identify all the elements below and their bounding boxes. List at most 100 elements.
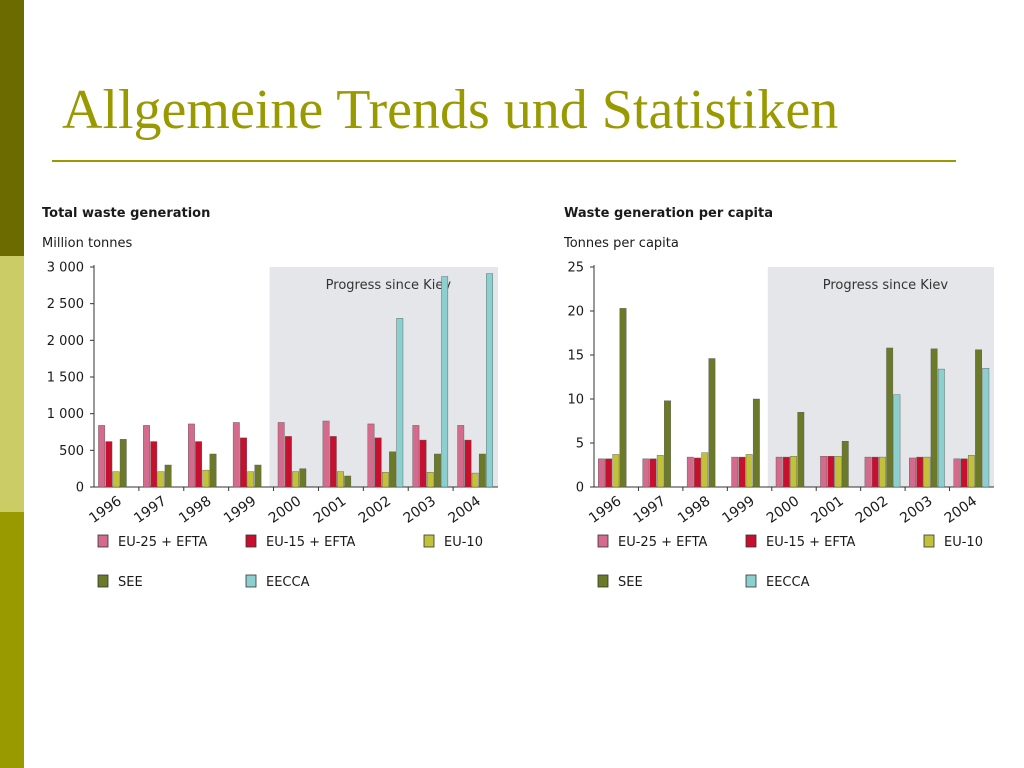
bar bbox=[381, 472, 389, 488]
annotation-label: Progress since Kiev bbox=[326, 278, 452, 293]
x-tick-label: 1999 bbox=[221, 493, 259, 527]
bar bbox=[164, 464, 172, 488]
bar bbox=[686, 456, 694, 488]
legend-label: SEE bbox=[618, 575, 643, 590]
x-tick-label: 2003 bbox=[897, 493, 935, 527]
bar bbox=[982, 367, 990, 488]
bar bbox=[775, 456, 783, 488]
y-tick-label: 0 bbox=[76, 481, 84, 496]
bar bbox=[105, 441, 113, 488]
chart-title: Total waste generation bbox=[42, 206, 210, 221]
bar bbox=[367, 423, 375, 488]
bar bbox=[292, 471, 299, 488]
legend-swatch bbox=[745, 534, 757, 548]
x-tick-label: 2001 bbox=[311, 493, 349, 527]
bar bbox=[871, 456, 879, 488]
legend-label: EU-10 bbox=[944, 535, 983, 550]
bar bbox=[457, 425, 465, 488]
bar bbox=[738, 456, 746, 488]
bar bbox=[923, 456, 931, 488]
legend-swatch bbox=[923, 534, 935, 548]
bar bbox=[967, 455, 975, 488]
legend-label: EU-25 + EFTA bbox=[618, 535, 708, 550]
highlight-region bbox=[767, 267, 994, 487]
bar bbox=[745, 454, 753, 488]
bar bbox=[464, 439, 472, 488]
x-tick-label: 2004 bbox=[445, 493, 483, 527]
x-tick-label: 2002 bbox=[356, 493, 394, 527]
legend-label: EU-15 + EFTA bbox=[266, 535, 356, 550]
bar bbox=[916, 456, 924, 488]
y-tick-label: 25 bbox=[567, 261, 584, 276]
bar bbox=[605, 458, 613, 488]
bar bbox=[960, 458, 968, 488]
bar bbox=[337, 471, 344, 488]
bar bbox=[195, 441, 203, 488]
bar bbox=[232, 422, 240, 488]
y-tick-label: 15 bbox=[567, 349, 584, 364]
bar bbox=[619, 308, 627, 488]
bar bbox=[834, 456, 842, 488]
bar bbox=[598, 458, 605, 488]
bar bbox=[864, 456, 872, 488]
bar bbox=[396, 318, 404, 488]
y-tick-label: 1 000 bbox=[47, 407, 84, 422]
y-tick-label: 0 bbox=[576, 481, 584, 496]
slide-stripe-dark bbox=[0, 0, 24, 256]
per-capita-waste-chart: Waste generation per capita Tonnes per c… bbox=[563, 206, 994, 590]
bar bbox=[412, 425, 420, 488]
x-tick-label: 1998 bbox=[675, 493, 713, 527]
bar bbox=[299, 468, 307, 488]
bar bbox=[708, 358, 716, 488]
y-tick-label: 1 500 bbox=[47, 371, 84, 386]
bar bbox=[841, 441, 849, 488]
legend-label: EU-25 + EFTA bbox=[118, 535, 208, 550]
bar bbox=[277, 422, 285, 488]
bar bbox=[879, 456, 886, 488]
bar bbox=[202, 469, 210, 488]
legend-swatch bbox=[423, 534, 435, 548]
bar bbox=[247, 471, 255, 488]
legend-swatch bbox=[245, 534, 257, 548]
bar bbox=[886, 347, 894, 488]
bar bbox=[389, 451, 396, 488]
annotation-label: Progress since Kiev bbox=[823, 278, 949, 293]
y-tick-label: 5 bbox=[576, 437, 584, 452]
x-tick-label: 2001 bbox=[808, 493, 846, 527]
bar bbox=[329, 436, 337, 488]
legend-label: EU-15 + EFTA bbox=[766, 535, 856, 550]
x-tick-label: 2002 bbox=[853, 493, 891, 527]
bar bbox=[284, 436, 292, 488]
bar bbox=[694, 457, 701, 488]
bar bbox=[827, 456, 835, 488]
legend-swatch bbox=[245, 574, 257, 588]
bar bbox=[975, 349, 982, 488]
bar bbox=[150, 441, 158, 488]
bar bbox=[119, 439, 127, 488]
bar bbox=[953, 458, 961, 488]
bar bbox=[112, 471, 120, 488]
bar bbox=[790, 456, 797, 488]
legend-swatch bbox=[97, 574, 109, 588]
x-tick-label: 2003 bbox=[401, 493, 439, 527]
bar bbox=[434, 453, 441, 488]
title-divider bbox=[52, 160, 956, 162]
bar bbox=[664, 400, 671, 488]
legend-swatch bbox=[97, 534, 109, 548]
x-tick-label: 1997 bbox=[631, 493, 669, 527]
bar bbox=[893, 394, 901, 488]
bar bbox=[157, 471, 165, 488]
bar bbox=[322, 420, 330, 488]
bar bbox=[612, 454, 620, 488]
bar bbox=[937, 368, 945, 488]
bar bbox=[143, 425, 150, 488]
bar bbox=[441, 276, 449, 488]
x-tick-label: 1996 bbox=[86, 493, 124, 527]
bar bbox=[426, 472, 434, 488]
x-tick-label: 1999 bbox=[719, 493, 757, 527]
legend-swatch bbox=[597, 574, 609, 588]
bar bbox=[209, 453, 217, 488]
bar bbox=[188, 423, 195, 488]
y-tick-label: 3 000 bbox=[47, 261, 84, 276]
slide-stripe-light bbox=[0, 256, 24, 512]
